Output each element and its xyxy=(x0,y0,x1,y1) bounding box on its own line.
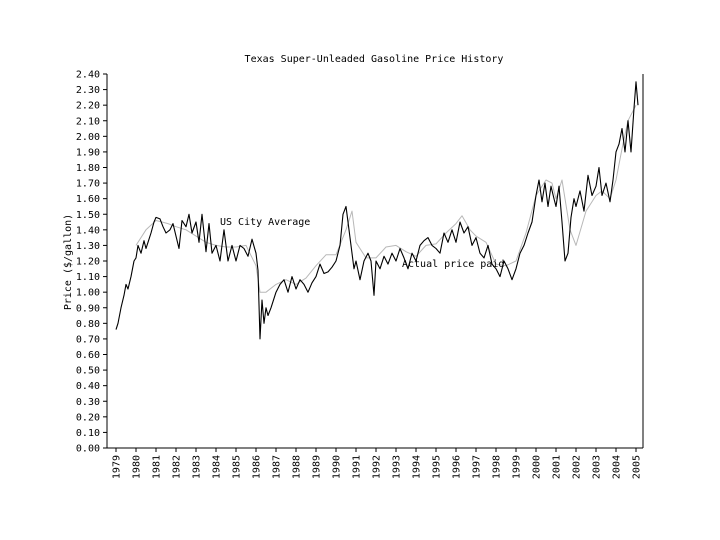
x-tick-label: 1979 xyxy=(112,455,123,479)
x-tick-label: 1988 xyxy=(292,455,303,479)
x-tick-label: 1980 xyxy=(132,455,143,479)
x-tick-label: 1991 xyxy=(352,455,363,479)
y-tick-label: 1.70 xyxy=(76,179,100,190)
y-tick-label: 1.80 xyxy=(76,163,100,174)
x-axis-ticks: 1979 1980 1981 1982 1983 1984 1985 1986 1987 1988… xyxy=(112,448,643,479)
y-axis-ticks: 0.00 0.10 0.20 0.30 0.40 0.50 0.60 0.70 0.80 0.90… xyxy=(76,70,107,455)
y-tick-label: 2.30 xyxy=(76,85,100,96)
x-tick-label: 1997 xyxy=(472,455,483,479)
y-tick-label: 0.80 xyxy=(76,319,100,330)
y-axis-label: Price ($/gallon) xyxy=(63,214,74,310)
y-tick-label: 1.10 xyxy=(76,272,100,283)
y-tick-label: 2.40 xyxy=(76,70,100,81)
x-tick-label: 1994 xyxy=(412,455,423,479)
y-tick-label: 1.60 xyxy=(76,194,100,205)
x-tick-label: 2000 xyxy=(532,455,543,479)
x-tick-label: 2003 xyxy=(592,455,603,479)
y-tick-label: 2.10 xyxy=(76,116,100,127)
y-tick-label: 0.90 xyxy=(76,303,100,314)
x-tick-label: 1987 xyxy=(272,455,283,479)
x-tick-label: 1981 xyxy=(152,455,163,479)
x-tick-label: 2004 xyxy=(612,455,623,479)
y-tick-label: 0.60 xyxy=(76,350,100,361)
x-tick-label: 1982 xyxy=(172,455,183,479)
y-tick-label: 0.70 xyxy=(76,334,100,345)
annotation-actual-price-paid: Actual price paid xyxy=(402,259,504,270)
annotation-us-city-average: US City Average xyxy=(220,217,310,228)
x-tick-label: 2005 xyxy=(632,455,643,479)
y-tick-label: 0.40 xyxy=(76,381,100,392)
y-tick-label: 1.50 xyxy=(76,210,100,221)
series-layer xyxy=(115,81,639,340)
chart-title: Texas Super-Unleaded Gasoline Price Hist… xyxy=(245,54,504,65)
y-tick-label: 1.40 xyxy=(76,225,100,236)
x-tick-label: 1990 xyxy=(332,455,343,479)
y-tick-label: 1.90 xyxy=(76,147,100,158)
annotations-layer: US City Average Actual price paid xyxy=(220,217,504,270)
x-tick-label: 1998 xyxy=(492,455,503,479)
x-tick-label: 1985 xyxy=(232,455,243,479)
x-tick-label: 1986 xyxy=(252,455,263,479)
x-tick-label: 1999 xyxy=(512,455,523,479)
x-tick-label: 1983 xyxy=(192,455,203,479)
y-tick-label: 1.30 xyxy=(76,241,100,252)
series-line-us-city-average xyxy=(135,104,637,293)
x-tick-label: 2002 xyxy=(572,455,583,479)
y-tick-label: 0.10 xyxy=(76,428,100,439)
series-line-actual-price-paid xyxy=(115,81,639,340)
x-tick-label: 1984 xyxy=(212,455,223,479)
y-tick-label: 2.20 xyxy=(76,101,100,112)
x-tick-label: 1996 xyxy=(452,455,463,479)
y-tick-label: 1.20 xyxy=(76,257,100,268)
y-tick-label: 2.00 xyxy=(76,132,100,143)
x-tick-label: 1992 xyxy=(372,455,383,479)
y-tick-label: 0.50 xyxy=(76,366,100,377)
y-tick-label: 0.30 xyxy=(76,397,100,408)
y-tick-label: 0.20 xyxy=(76,412,100,423)
x-tick-label: 1989 xyxy=(312,455,323,479)
x-tick-label: 1993 xyxy=(392,455,403,479)
y-tick-label: 1.00 xyxy=(76,288,100,299)
x-tick-label: 1995 xyxy=(432,455,443,479)
x-tick-label: 2001 xyxy=(552,455,563,479)
y-tick-label: 0.00 xyxy=(76,444,100,455)
